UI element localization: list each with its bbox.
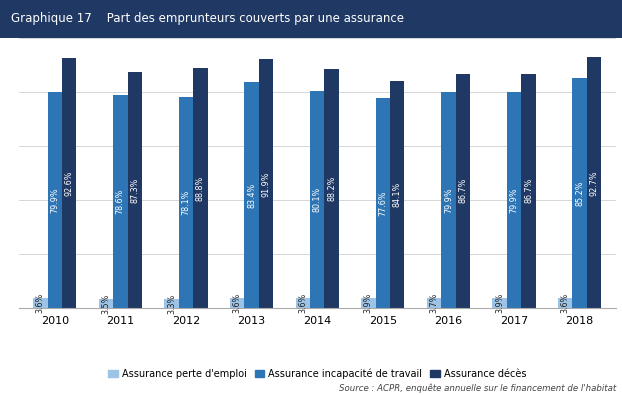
Text: 3.6%: 3.6% (36, 293, 45, 313)
Text: 79.9%: 79.9% (509, 187, 519, 213)
Text: 80.1%: 80.1% (313, 187, 322, 213)
Bar (587, 57, 601, 308)
Bar (113, 96, 128, 308)
Bar (390, 81, 404, 308)
Text: 92.7%: 92.7% (590, 170, 598, 196)
Bar (179, 97, 193, 308)
Bar (259, 59, 273, 308)
Text: 91.9%: 91.9% (261, 171, 271, 197)
Bar (62, 58, 77, 308)
Bar (456, 73, 470, 308)
Text: 92.6%: 92.6% (65, 170, 73, 196)
Text: 88.2%: 88.2% (327, 176, 336, 201)
Text: 78.6%: 78.6% (116, 189, 125, 214)
Text: Source : ACPR, enquête annuelle sur le financement de l'habitat: Source : ACPR, enquête annuelle sur le f… (338, 384, 616, 393)
Text: 3.6%: 3.6% (299, 293, 307, 313)
Bar (128, 72, 142, 308)
Text: 3.9%: 3.9% (364, 293, 373, 313)
Bar (164, 299, 179, 308)
Text: 3.5%: 3.5% (101, 293, 111, 314)
Bar (193, 68, 208, 308)
Text: 77.6%: 77.6% (378, 190, 388, 216)
Bar (427, 298, 441, 308)
Bar (507, 92, 521, 308)
Text: 3.7%: 3.7% (430, 293, 439, 313)
Text: 87.3%: 87.3% (130, 177, 139, 203)
Text: 86.7%: 86.7% (524, 178, 533, 203)
Bar (572, 77, 587, 308)
Text: Graphique 17    Part des emprunteurs couverts par une assurance: Graphique 17 Part des emprunteurs couver… (11, 12, 404, 25)
Bar (99, 299, 113, 308)
Bar (493, 297, 507, 308)
Text: 3.6%: 3.6% (561, 293, 570, 313)
Bar (310, 91, 325, 308)
Legend: Assurance perte d'emploi, Assurance incapacité de travail, Assurance décès: Assurance perte d'emploi, Assurance inca… (104, 364, 530, 383)
Bar (558, 298, 572, 308)
Bar (325, 70, 339, 308)
Text: 3.6%: 3.6% (233, 293, 242, 313)
Text: 3.3%: 3.3% (167, 293, 176, 314)
Bar (376, 98, 390, 308)
Text: 79.9%: 79.9% (50, 187, 59, 213)
Bar (361, 297, 376, 308)
Text: 78.1%: 78.1% (182, 190, 190, 215)
Bar (47, 92, 62, 308)
Bar (441, 92, 456, 308)
Text: 88.8%: 88.8% (196, 175, 205, 201)
Text: 85.2%: 85.2% (575, 180, 584, 205)
Bar (295, 298, 310, 308)
Bar (244, 83, 259, 308)
Text: 86.7%: 86.7% (458, 178, 467, 203)
Bar (521, 73, 536, 308)
Text: 84.1%: 84.1% (392, 182, 402, 207)
Bar (33, 298, 47, 308)
Text: 79.9%: 79.9% (444, 187, 453, 213)
Text: 83.4%: 83.4% (247, 182, 256, 208)
Bar (230, 298, 244, 308)
Text: 3.9%: 3.9% (495, 293, 504, 313)
